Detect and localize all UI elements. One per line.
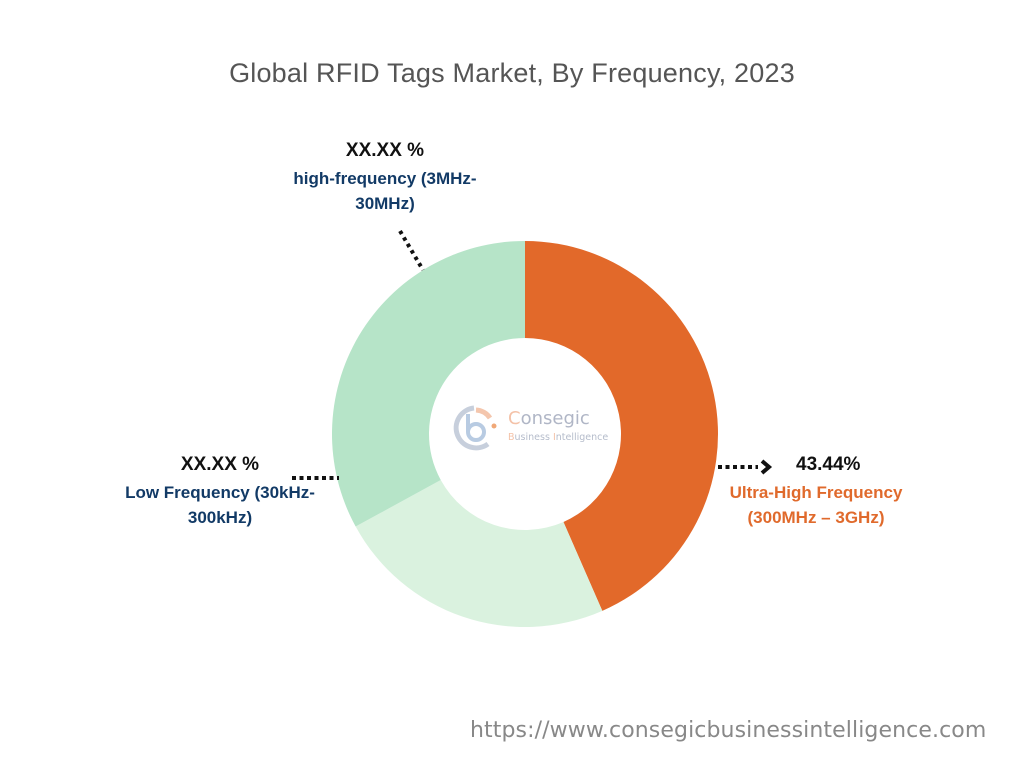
label-low-frequency: XX.XX % Low Frequency (30kHz- 300kHz) bbox=[100, 454, 340, 530]
leader-line-high-frequency bbox=[398, 229, 425, 272]
watermark-tagline: Business Intelligence bbox=[508, 432, 609, 443]
arrow-right-icon bbox=[760, 459, 773, 475]
name-high-frequency-line1: high-frequency (3MHz- bbox=[293, 169, 477, 188]
name-ultra-high-frequency-line2: (300MHz – 3GHz) bbox=[747, 508, 885, 527]
name-low-frequency-line2: 300kHz) bbox=[187, 508, 253, 527]
name-high-frequency-line2: 30MHz) bbox=[355, 194, 415, 213]
name-ultra-high-frequency-line1: Ultra-High Frequency bbox=[729, 483, 903, 502]
label-high-frequency: XX.XX % high-frequency (3MHz- 30MHz) bbox=[270, 140, 500, 216]
chart-title: Global RFID Tags Market, By Frequency, 2… bbox=[229, 58, 795, 88]
name-low-frequency-line1: Low Frequency (30kHz- bbox=[125, 483, 315, 502]
donut-slices bbox=[331, 241, 718, 627]
value-high-frequency: XX.XX % bbox=[345, 140, 425, 161]
value-ultra-high-frequency: 43.44% bbox=[796, 454, 861, 475]
slice-ultra-high-frequency bbox=[525, 241, 718, 611]
watermark-logo: Consegic Business Intelligence bbox=[448, 402, 608, 452]
value-low-frequency: XX.XX % bbox=[180, 454, 260, 475]
source-url[interactable]: https://www.consegicbusinessintelligence… bbox=[470, 718, 987, 743]
label-ultra-high-frequency: 43.44% Ultra-High Frequency (300MHz – 3G… bbox=[716, 454, 916, 530]
slice-high-frequency bbox=[331, 241, 525, 527]
watermark-brand: Consegic bbox=[508, 408, 590, 429]
slice-low-frequency bbox=[355, 480, 603, 627]
consegic-logo-icon bbox=[453, 405, 497, 451]
